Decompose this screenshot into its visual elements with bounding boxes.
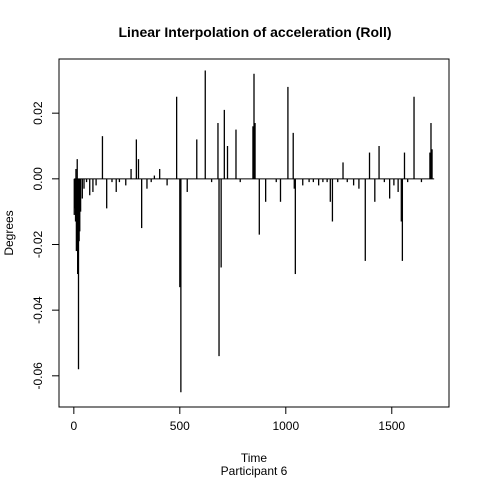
y-tick-label: -0.04 — [31, 296, 45, 324]
participant-label: Participant 6 — [221, 464, 288, 478]
y-tick-label: 0.00 — [31, 167, 45, 191]
x-axis-label: Time — [241, 451, 268, 465]
y-tick-label: -0.06 — [31, 362, 45, 390]
y-axis: -0.06 -0.04 -0.02 0.00 0.02 — [31, 101, 60, 390]
y-tick-label: 0.02 — [31, 101, 45, 125]
x-axis: 0 500 1000 1500 — [70, 406, 405, 433]
x-tick-label: 0 — [70, 419, 77, 433]
chart-title: Linear Interpolation of acceleration (Ro… — [118, 24, 391, 40]
y-tick-label: -0.02 — [31, 230, 45, 258]
y-axis-label: Degrees — [2, 210, 16, 255]
x-tick-label: 1000 — [272, 419, 299, 433]
x-tick-label: 500 — [170, 419, 190, 433]
bars-group — [73, 70, 433, 393]
x-tick-label: 1500 — [378, 419, 405, 433]
